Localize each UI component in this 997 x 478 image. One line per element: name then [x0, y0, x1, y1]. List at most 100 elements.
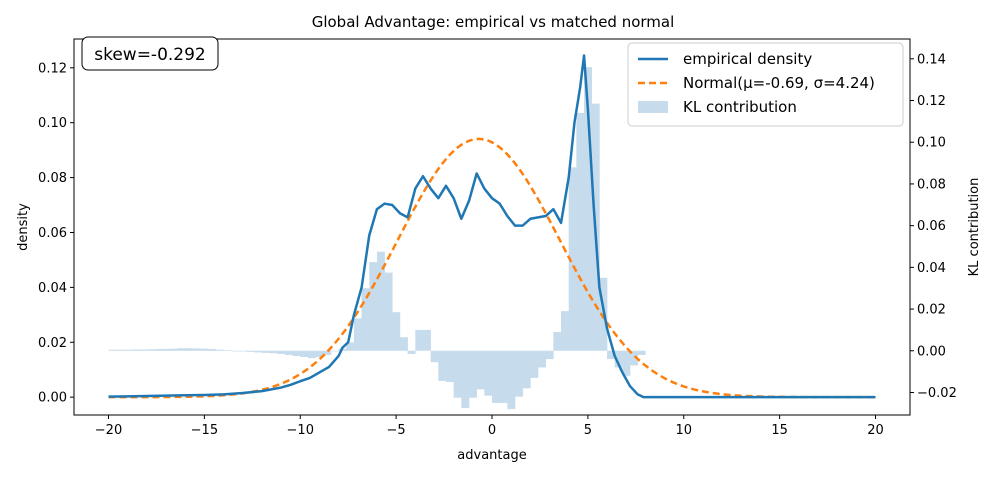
x-tick-label: 10: [675, 423, 692, 438]
kl-bar: [223, 350, 232, 351]
chart-title: Global Advantage: empirical vs matched n…: [312, 13, 675, 31]
kl-bar: [637, 350, 646, 355]
kl-bar: [607, 350, 616, 360]
kl-bar: [300, 350, 309, 358]
y2-tick-label: 0.08: [917, 177, 946, 192]
y2-tick-label: 0.14: [917, 52, 946, 67]
skew-annotation-text: skew=-0.292: [94, 45, 206, 65]
kl-bar: [576, 113, 585, 351]
y-axis: 0.00 0.02 0.04 0.06 0.08 0.10 0.12: [38, 61, 74, 406]
kl-bar: [315, 350, 324, 358]
kl-bar: [346, 342, 355, 351]
kl-bar: [284, 350, 293, 355]
kl-bar: [538, 350, 546, 368]
x-tick-label: −15: [191, 423, 218, 438]
y2-tick-label: 0.10: [917, 136, 946, 151]
kl-bar: [307, 350, 316, 359]
y-tick-label: 0.06: [38, 226, 67, 241]
kl-bar: [139, 349, 148, 351]
legend-kl-swatch: [638, 101, 668, 113]
kl-bar: [445, 350, 454, 383]
kl-bar: [392, 312, 401, 351]
x-tick-label: −10: [287, 423, 314, 438]
kl-bar: [292, 350, 301, 356]
kl-bar: [269, 350, 278, 354]
kl-bar: [561, 311, 569, 351]
kl-bar: [530, 350, 539, 378]
kl-bar: [515, 350, 523, 397]
kl-bar: [376, 251, 385, 351]
x-tick-label: 20: [867, 423, 884, 438]
kl-bar: [261, 350, 270, 353]
kl-bar: [422, 329, 431, 351]
x-tick-label: 0: [488, 423, 496, 438]
skew-annotation: skew=-0.292: [81, 36, 219, 71]
kl-bar: [399, 337, 408, 351]
y-axis-label: density: [16, 203, 31, 251]
kl-contribution-bars: [108, 67, 646, 410]
kl-bar: [116, 349, 125, 351]
legend-empirical-label: empirical density: [683, 50, 812, 68]
legend-normal-label: Normal(μ=-0.69, σ=4.24): [683, 74, 875, 92]
legend: empirical density Normal(μ=-0.69, σ=4.24…: [627, 42, 904, 127]
kl-bar: [231, 350, 240, 352]
kl-bar: [277, 350, 286, 354]
kl-bar: [384, 272, 393, 351]
x-axis-label: advantage: [457, 448, 526, 463]
y-tick-label: 0.04: [38, 281, 67, 296]
kl-bar: [208, 349, 217, 351]
x-tick-label: 5: [584, 423, 592, 438]
kl-bar: [453, 350, 462, 398]
y2-tick-label: 0.00: [917, 344, 946, 359]
x-tick-label: −20: [95, 423, 122, 438]
kl-bar: [330, 350, 339, 352]
kl-bar: [200, 348, 209, 351]
kl-bar: [169, 348, 178, 351]
kl-bar: [522, 350, 531, 389]
kl-bar: [154, 349, 163, 351]
kl-bar: [584, 67, 593, 351]
kl-bar: [238, 350, 247, 352]
y2-tick-label: 0.04: [917, 261, 946, 276]
kl-bar: [177, 348, 186, 351]
chart-lines: [108, 54, 876, 399]
kl-bar: [468, 350, 477, 398]
kl-bar: [246, 350, 255, 352]
kl-bar: [492, 350, 500, 403]
kl-bar: [185, 348, 194, 351]
kl-bar: [361, 288, 370, 351]
kl-bar: [553, 332, 562, 351]
kl-bar: [622, 350, 631, 376]
skew-annotation-box: [81, 36, 219, 71]
kl-bar: [215, 349, 224, 351]
kl-bar: [131, 349, 140, 351]
kl-bar: [353, 318, 362, 351]
kl-bar: [108, 349, 117, 351]
y-tick-label: 0.10: [38, 116, 67, 131]
kl-bar: [146, 349, 155, 351]
kl-bar: [438, 350, 447, 382]
kl-bar: [407, 350, 416, 354]
y-tick-label: 0.00: [38, 391, 67, 406]
legend-kl-label: KL contribution: [683, 98, 797, 116]
kl-bar: [568, 167, 577, 351]
kl-bar: [415, 329, 424, 351]
empirical-density-line: [108, 54, 876, 399]
kl-bar: [545, 350, 554, 360]
kl-bar: [476, 350, 485, 390]
y2-tick-label: 0.02: [917, 303, 946, 318]
kl-bar: [499, 350, 508, 403]
kl-bar: [630, 350, 639, 366]
kl-bar: [430, 350, 439, 363]
kl-bar: [162, 348, 171, 351]
kl-bar: [484, 350, 493, 396]
y-tick-label: 0.08: [38, 171, 67, 186]
x-tick-label: 15: [771, 423, 788, 438]
y2-axis: −0.02 0.00 0.02 0.04 0.06 0.08 0.10 0.12 0.14: [910, 52, 957, 401]
kl-bar: [123, 349, 132, 351]
x-tick-label: −5: [387, 423, 406, 438]
x-axis: −20 −15 −10 −5 0 5 10 15 20: [95, 415, 884, 438]
kl-bar: [254, 350, 263, 353]
y-tick-label: 0.12: [38, 61, 67, 76]
kl-bar: [461, 350, 470, 409]
